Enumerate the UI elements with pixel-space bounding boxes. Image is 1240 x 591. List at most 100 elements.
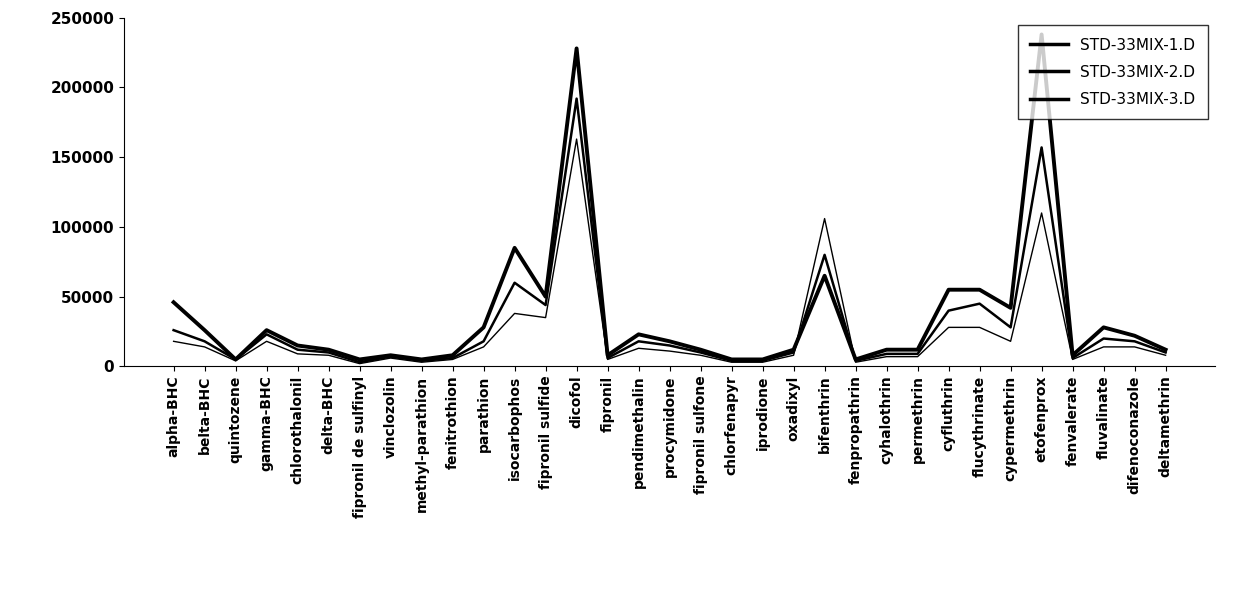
STD-33MIX-3.D (879, 353, 894, 360)
STD-33MIX-3.D (228, 358, 243, 365)
STD-33MIX-1.D (476, 324, 491, 331)
STD-33MIX-3.D (569, 135, 584, 142)
STD-33MIX-2.D (383, 353, 398, 360)
STD-33MIX-2.D (538, 301, 553, 309)
STD-33MIX-3.D (631, 345, 646, 352)
STD-33MIX-2.D (910, 350, 925, 358)
STD-33MIX-1.D (1003, 304, 1018, 311)
STD-33MIX-1.D (786, 346, 801, 353)
STD-33MIX-2.D (228, 356, 243, 363)
STD-33MIX-2.D (1127, 338, 1142, 345)
STD-33MIX-1.D (290, 342, 305, 349)
STD-33MIX-1.D (1096, 324, 1111, 331)
STD-33MIX-2.D (600, 355, 615, 362)
STD-33MIX-2.D (1065, 355, 1080, 362)
STD-33MIX-1.D (662, 338, 677, 345)
STD-33MIX-3.D (259, 338, 274, 345)
STD-33MIX-1.D (383, 352, 398, 359)
STD-33MIX-3.D (538, 314, 553, 321)
STD-33MIX-3.D (1158, 352, 1173, 359)
STD-33MIX-1.D (817, 272, 832, 280)
STD-33MIX-3.D (662, 348, 677, 355)
STD-33MIX-2.D (631, 338, 646, 345)
STD-33MIX-2.D (972, 300, 987, 307)
STD-33MIX-1.D (321, 346, 336, 353)
STD-33MIX-2.D (879, 350, 894, 358)
STD-33MIX-1.D (507, 244, 522, 251)
STD-33MIX-3.D (476, 343, 491, 350)
STD-33MIX-1.D (414, 356, 429, 363)
STD-33MIX-1.D (569, 45, 584, 52)
STD-33MIX-2.D (941, 307, 956, 314)
STD-33MIX-1.D (1127, 332, 1142, 339)
STD-33MIX-2.D (290, 346, 305, 353)
STD-33MIX-3.D (197, 343, 212, 350)
STD-33MIX-3.D (321, 352, 336, 359)
Line: STD-33MIX-1.D: STD-33MIX-1.D (174, 34, 1166, 359)
STD-33MIX-3.D (445, 356, 460, 363)
STD-33MIX-3.D (290, 350, 305, 358)
STD-33MIX-2.D (786, 349, 801, 356)
STD-33MIX-1.D (352, 356, 367, 363)
STD-33MIX-3.D (972, 324, 987, 331)
STD-33MIX-3.D (693, 352, 708, 359)
STD-33MIX-3.D (600, 356, 615, 363)
STD-33MIX-1.D (538, 293, 553, 300)
Line: STD-33MIX-3.D: STD-33MIX-3.D (174, 139, 1166, 363)
STD-33MIX-1.D (445, 352, 460, 359)
STD-33MIX-3.D (352, 360, 367, 367)
STD-33MIX-2.D (817, 251, 832, 258)
STD-33MIX-2.D (197, 338, 212, 345)
STD-33MIX-2.D (166, 327, 181, 334)
STD-33MIX-2.D (321, 349, 336, 356)
STD-33MIX-1.D (228, 356, 243, 363)
STD-33MIX-1.D (693, 346, 708, 353)
STD-33MIX-1.D (166, 298, 181, 306)
STD-33MIX-2.D (445, 355, 460, 362)
STD-33MIX-3.D (755, 359, 770, 366)
STD-33MIX-2.D (476, 338, 491, 345)
STD-33MIX-2.D (507, 279, 522, 286)
STD-33MIX-3.D (414, 359, 429, 366)
STD-33MIX-2.D (352, 359, 367, 366)
STD-33MIX-1.D (197, 327, 212, 334)
STD-33MIX-3.D (941, 324, 956, 331)
STD-33MIX-2.D (414, 358, 429, 365)
STD-33MIX-1.D (1065, 352, 1080, 359)
STD-33MIX-1.D (724, 356, 739, 363)
STD-33MIX-1.D (848, 356, 863, 363)
STD-33MIX-1.D (1034, 31, 1049, 38)
STD-33MIX-3.D (1127, 343, 1142, 350)
STD-33MIX-3.D (1096, 343, 1111, 350)
Line: STD-33MIX-2.D: STD-33MIX-2.D (174, 99, 1166, 362)
STD-33MIX-1.D (755, 356, 770, 363)
STD-33MIX-2.D (848, 358, 863, 365)
STD-33MIX-3.D (848, 359, 863, 366)
STD-33MIX-1.D (631, 331, 646, 338)
STD-33MIX-1.D (259, 327, 274, 334)
STD-33MIX-1.D (941, 286, 956, 293)
STD-33MIX-2.D (1003, 324, 1018, 331)
STD-33MIX-1.D (600, 352, 615, 359)
STD-33MIX-2.D (755, 358, 770, 365)
STD-33MIX-3.D (166, 338, 181, 345)
STD-33MIX-3.D (507, 310, 522, 317)
STD-33MIX-2.D (1034, 144, 1049, 151)
STD-33MIX-3.D (724, 359, 739, 366)
STD-33MIX-1.D (910, 346, 925, 353)
STD-33MIX-3.D (1034, 209, 1049, 216)
STD-33MIX-1.D (972, 286, 987, 293)
STD-33MIX-1.D (1158, 346, 1173, 353)
STD-33MIX-2.D (662, 342, 677, 349)
STD-33MIX-1.D (879, 346, 894, 353)
STD-33MIX-2.D (569, 95, 584, 102)
STD-33MIX-2.D (724, 358, 739, 365)
STD-33MIX-2.D (259, 331, 274, 338)
STD-33MIX-3.D (1003, 338, 1018, 345)
STD-33MIX-3.D (817, 215, 832, 222)
STD-33MIX-2.D (1158, 349, 1173, 356)
STD-33MIX-2.D (693, 349, 708, 356)
STD-33MIX-3.D (383, 355, 398, 362)
STD-33MIX-3.D (1065, 356, 1080, 363)
STD-33MIX-2.D (1096, 335, 1111, 342)
